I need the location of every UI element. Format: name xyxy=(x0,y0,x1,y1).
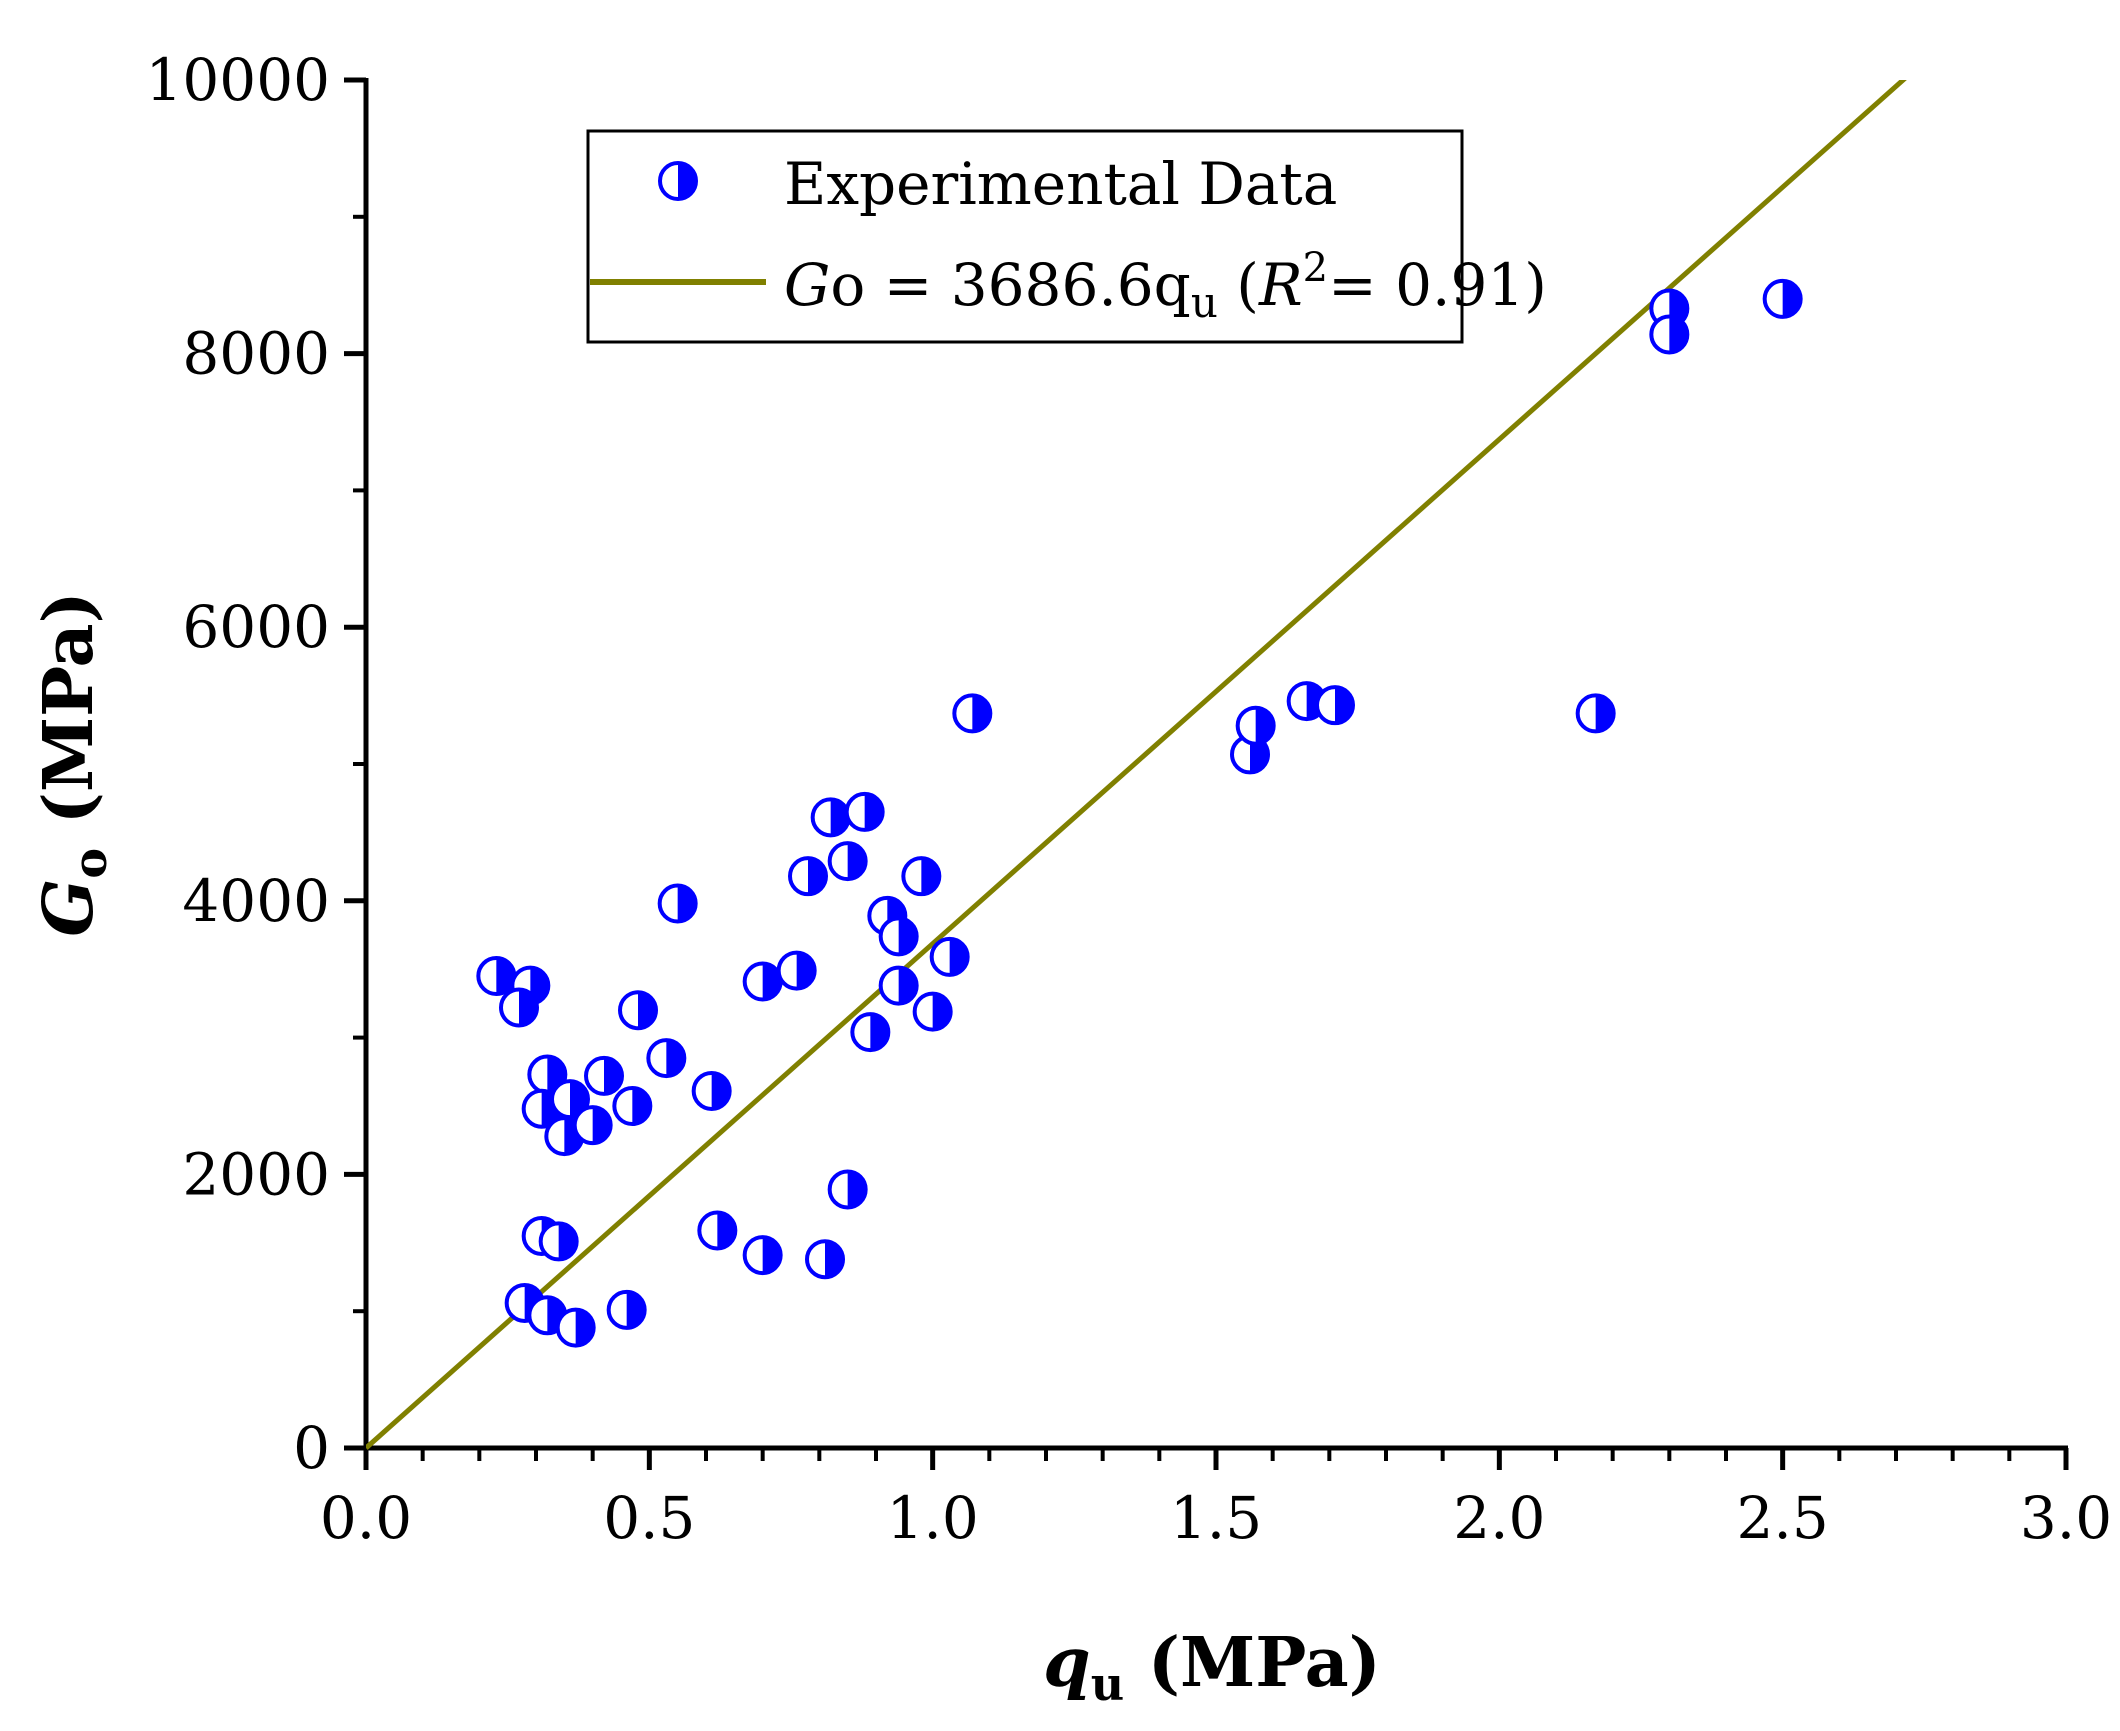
data-point xyxy=(584,1055,624,1096)
data-point xyxy=(912,991,953,1032)
y-axis-title-main: G xyxy=(29,879,109,937)
x-axis-title-sub: u xyxy=(1091,1657,1124,1711)
data-point xyxy=(572,1105,613,1146)
data-point xyxy=(901,856,942,897)
data-point xyxy=(691,1070,732,1111)
data-point xyxy=(538,1221,579,1262)
data-point xyxy=(878,965,919,1006)
y-axis-title-unit: (MPa) xyxy=(29,591,109,824)
data-point xyxy=(1649,314,1690,355)
data-point xyxy=(697,1210,738,1251)
data-point xyxy=(776,950,817,991)
data-points xyxy=(476,278,1803,1348)
y-tick-label: 2000 xyxy=(182,1140,330,1208)
legend-marker-experimental xyxy=(658,161,698,201)
data-point xyxy=(742,1235,783,1276)
legend-fit-g: G xyxy=(784,251,830,319)
y-tick-label: 10000 xyxy=(145,46,330,114)
data-point xyxy=(606,1289,647,1330)
x-tick-label: 2.5 xyxy=(1737,1484,1829,1552)
ticks xyxy=(344,77,2069,1470)
x-axis-title-main: q xyxy=(1043,1623,1091,1703)
data-point xyxy=(827,1169,868,1210)
legend: Experimental Data Go = 3686.6qu (R2= 0.9… xyxy=(586,129,1547,344)
y-tick-label: 4000 xyxy=(182,867,330,935)
y-tick-label: 6000 xyxy=(182,593,330,661)
y-axis-title-gap xyxy=(29,824,109,848)
legend-box xyxy=(586,129,1464,344)
legend-point xyxy=(658,161,698,201)
legend-fit-r: R xyxy=(1258,251,1303,319)
y-axis-title-sub: o xyxy=(63,848,117,879)
legend-label-experimental: Experimental Data xyxy=(784,150,1337,218)
x-tick-label: 2.0 xyxy=(1453,1484,1545,1552)
data-point xyxy=(499,987,539,1028)
data-point xyxy=(618,990,658,1031)
data-point xyxy=(844,791,885,832)
legend-fit-eq: o = 3686.6q xyxy=(830,251,1190,319)
fit-line-group xyxy=(366,80,1907,1450)
data-point xyxy=(929,936,970,977)
data-point xyxy=(612,1086,653,1126)
legend-label-fit: Go = 3686.6qu (R2= 0.91) xyxy=(784,245,1547,327)
data-point xyxy=(1235,705,1276,746)
x-tick-label: 3.0 xyxy=(2020,1484,2112,1552)
x-tick-label: 0.5 xyxy=(603,1484,695,1552)
x-tick-label: 1.5 xyxy=(1170,1484,1262,1552)
y-tick-label: 8000 xyxy=(182,320,330,388)
data-point xyxy=(952,693,993,734)
legend-fit-u: u xyxy=(1191,278,1218,327)
data-point xyxy=(810,797,851,838)
data-point xyxy=(555,1307,596,1348)
data-point xyxy=(1575,693,1616,734)
x-axis-title-gap xyxy=(1124,1623,1148,1703)
data-point xyxy=(1762,278,1803,319)
legend-fit-open: ( xyxy=(1218,251,1259,319)
x-tick-label: 0.0 xyxy=(320,1484,412,1552)
data-point xyxy=(805,1239,845,1280)
data-point xyxy=(850,1012,891,1053)
data-point xyxy=(657,883,698,924)
y-axis-title: Go (MPa) xyxy=(29,591,117,936)
fit-line xyxy=(366,80,1907,1450)
data-point xyxy=(646,1038,687,1079)
x-tick-label: 1.0 xyxy=(887,1484,979,1552)
x-axis-title: qu (MPa) xyxy=(1043,1623,1381,1711)
y-tick-label: 0 xyxy=(293,1414,330,1482)
legend-fit-sq: 2 xyxy=(1303,245,1328,291)
data-point xyxy=(742,961,783,1002)
data-point xyxy=(827,841,868,882)
data-point xyxy=(788,856,828,897)
tick-labels: 0.0 0.5 1.0 1.5 2.0 2.5 3.0 0 2000 4000 6000 8000 10… xyxy=(145,46,2112,1552)
data-point xyxy=(476,956,517,997)
data-point xyxy=(1315,685,1355,726)
x-axis-title-unit: (MPa) xyxy=(1148,1623,1381,1703)
data-point xyxy=(878,916,919,957)
legend-fit-rest: = 0.91) xyxy=(1328,251,1547,319)
